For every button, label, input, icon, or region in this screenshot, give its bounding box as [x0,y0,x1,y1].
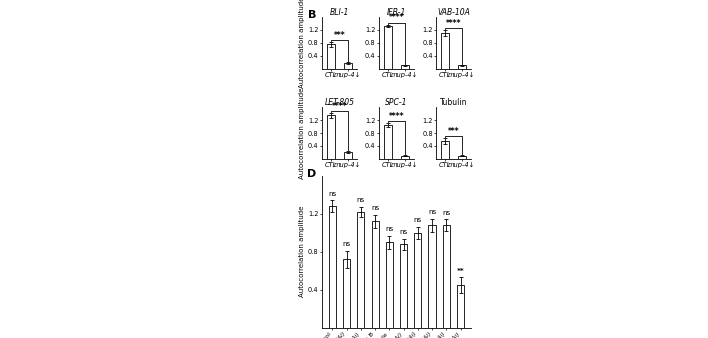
Text: ****: **** [389,112,404,121]
Text: ns: ns [385,226,394,232]
Bar [442,225,450,328]
Bar [358,212,365,328]
Bar [401,155,409,159]
Y-axis label: Autocorrelation amplitude: Autocorrelation amplitude [299,206,305,297]
Bar [327,115,336,159]
Bar [327,44,336,69]
Text: ns: ns [399,229,408,235]
Bar [400,244,407,328]
Title: SPC-1: SPC-1 [385,98,408,107]
Text: ***: *** [333,31,346,40]
Bar [372,221,379,328]
Bar [401,65,409,69]
Bar [414,233,421,328]
Title: LET-805: LET-805 [324,98,355,107]
Text: ns: ns [442,210,450,216]
Bar [441,141,450,159]
Text: ns: ns [428,209,436,215]
Title: IFB-1: IFB-1 [387,8,406,17]
Bar [441,33,450,69]
Text: ns: ns [371,205,379,211]
Title: Tubulin: Tubulin [440,98,467,107]
Text: ****: **** [389,14,404,22]
Text: ****: **** [331,102,347,111]
Text: **: ** [457,268,464,274]
Text: ns: ns [329,191,336,197]
Bar [457,65,466,69]
Title: VAB-10A: VAB-10A [437,8,470,17]
Bar [384,125,392,159]
Bar [457,285,464,328]
Bar [386,242,393,328]
Text: ns: ns [357,197,365,203]
Text: ****: **** [446,19,462,28]
Text: ns: ns [343,241,350,247]
Text: B: B [308,10,316,20]
Text: ns: ns [413,217,422,223]
Bar [384,26,392,69]
Bar [343,260,350,328]
Title: BLI-1: BLI-1 [330,8,349,17]
Bar [457,155,466,159]
Text: D: D [307,169,316,179]
Bar [329,206,336,328]
Y-axis label: Autocorrelation amplitude: Autocorrelation amplitude [299,0,305,89]
Bar [343,152,352,159]
Text: ***: *** [447,127,459,136]
Bar [343,63,352,69]
Y-axis label: Autocorrelation amplitude: Autocorrelation amplitude [299,87,305,179]
Bar [428,225,435,328]
